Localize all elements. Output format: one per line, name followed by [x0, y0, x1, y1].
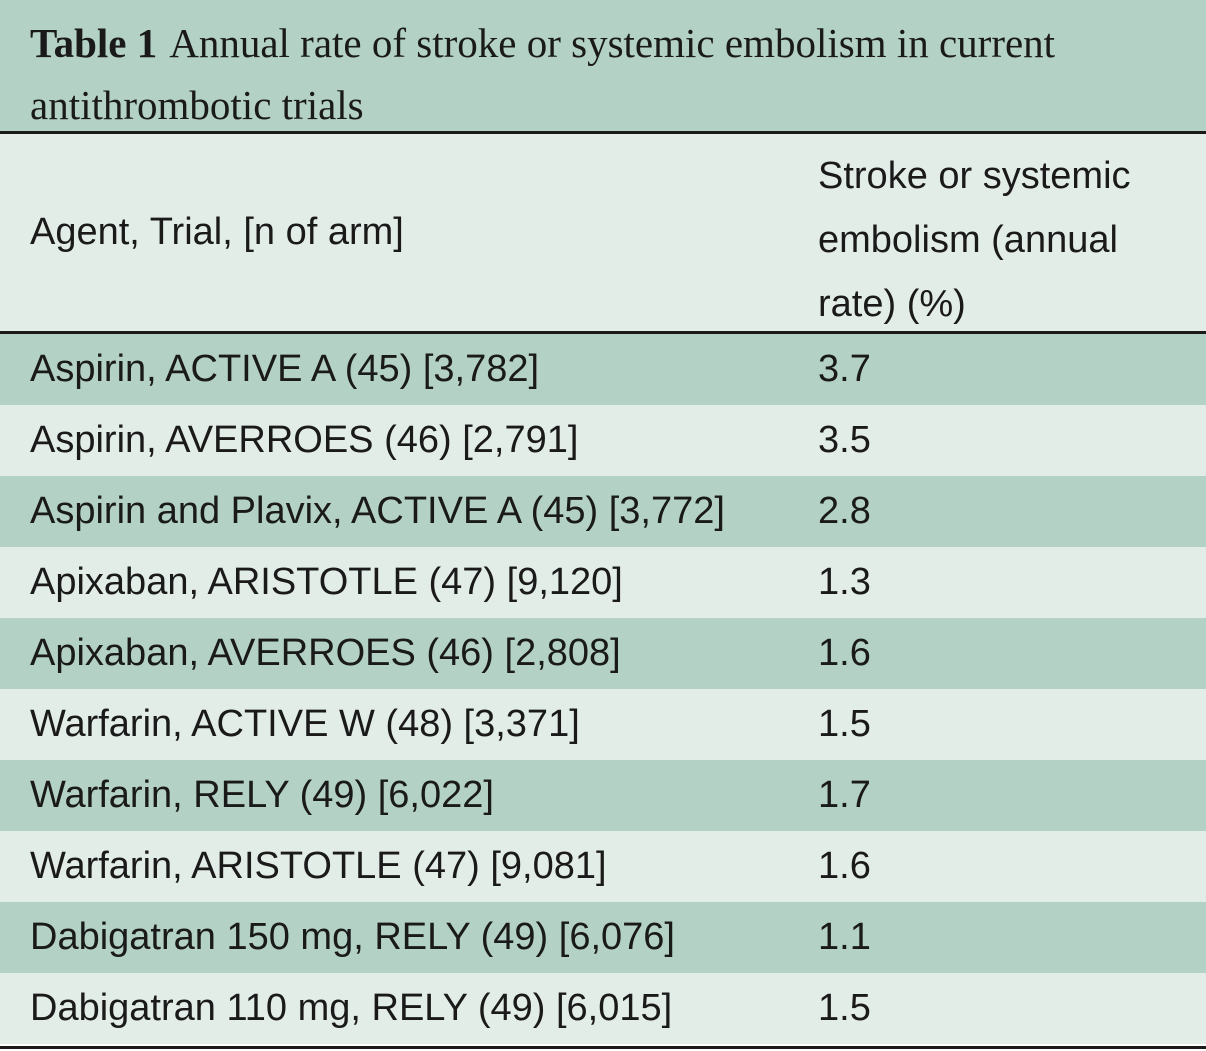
table-row: Warfarin, ARISTOTLE (47) [9,081] 1.6: [0, 831, 1206, 902]
cell-rate: 1.3: [818, 561, 871, 603]
table-row: Aspirin, AVERROES (46) [2,791] 3.5: [0, 405, 1206, 476]
cell-rate: 1.6: [818, 632, 871, 674]
table-row: Dabigatran 150 mg, RELY (49) [6,076] 1.1: [0, 902, 1206, 973]
cell-rate: 1.7: [818, 774, 871, 816]
table-row: Warfarin, RELY (49) [6,022] 1.7: [0, 760, 1206, 831]
table-row: Aspirin and Plavix, ACTIVE A (45) [3,772…: [0, 476, 1206, 547]
caption-label: Table 1: [30, 20, 158, 66]
header-rate: Stroke or systemic embolism (annual rate…: [818, 155, 1131, 325]
cell-rate: 1.5: [818, 987, 871, 1029]
cell-agent: Apixaban, ARISTOTLE (47) [9,120]: [30, 561, 623, 603]
cell-agent: Aspirin and Plavix, ACTIVE A (45) [3,772…: [30, 490, 725, 532]
table-row: Apixaban, AVERROES (46) [2,808] 1.6: [0, 618, 1206, 689]
table-row: Warfarin, ACTIVE W (48) [3,371] 1.5: [0, 689, 1206, 760]
table-header-row: Agent, Trial, [n of arm] Stroke or syste…: [0, 134, 1206, 334]
cell-agent: Dabigatran 110 mg, RELY (49) [6,015]: [30, 987, 673, 1029]
cell-rate: 2.8: [818, 490, 871, 532]
cell-agent: Aspirin, ACTIVE A (45) [3,782]: [30, 348, 540, 390]
cell-agent: Warfarin, ARISTOTLE (47) [9,081]: [30, 845, 607, 887]
cell-rate: 1.1: [818, 916, 871, 958]
caption-text: Annual rate of stroke or systemic emboli…: [30, 20, 1056, 128]
cell-agent: Dabigatran 150 mg, RELY (49) [6,076]: [30, 916, 675, 958]
cell-rate: 3.5: [818, 419, 871, 461]
table-row: Aspirin, ACTIVE A (45) [3,782] 3.7: [0, 334, 1206, 405]
cell-rate: 1.6: [818, 845, 871, 887]
cell-rate: 3.7: [818, 348, 871, 390]
table-row: Apixaban, ARISTOTLE (47) [9,120] 1.3: [0, 547, 1206, 618]
cell-rate: 1.5: [818, 703, 871, 745]
table-bottom-rule: [0, 1046, 1206, 1049]
table-caption: Table 1 Annual rate of stroke or systemic…: [0, 0, 1206, 134]
cell-agent: Warfarin, RELY (49) [6,022]: [30, 774, 494, 816]
cell-agent: Warfarin, ACTIVE W (48) [3,371]: [30, 703, 580, 745]
table-row: Dabigatran 110 mg, RELY (49) [6,015] 1.5: [0, 973, 1206, 1044]
cell-agent: Aspirin, AVERROES (46) [2,791]: [30, 419, 579, 461]
cell-agent: Apixaban, AVERROES (46) [2,808]: [30, 632, 621, 674]
header-agent: Agent, Trial, [n of arm]: [30, 211, 404, 253]
